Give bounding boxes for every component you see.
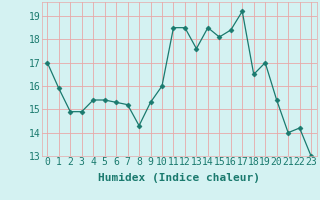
- X-axis label: Humidex (Indice chaleur): Humidex (Indice chaleur): [98, 173, 260, 183]
